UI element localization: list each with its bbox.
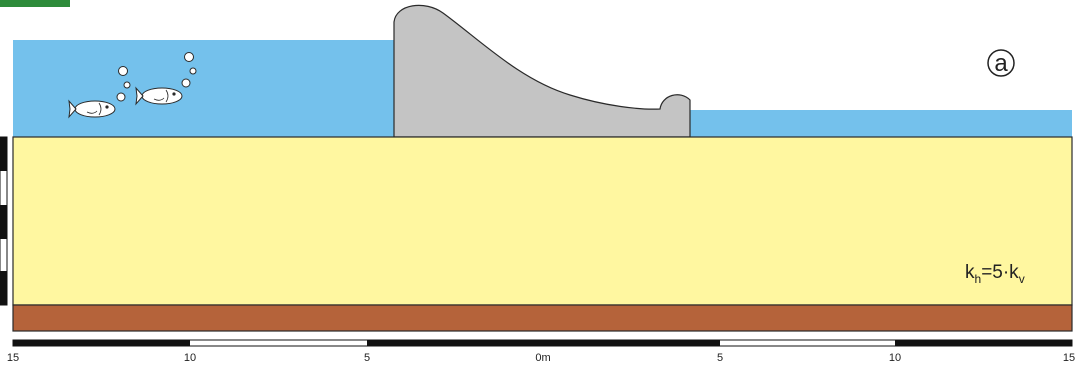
- horizontal-scale-bar: [12, 339, 1073, 347]
- bedrock-layer: [12, 304, 1073, 332]
- fish-icon: [135, 86, 183, 106]
- soil-layer: [12, 136, 1073, 306]
- scale-tick-labels: 15 10 5 0m 5 10 15: [7, 352, 1075, 364]
- svg-text:a: a: [994, 50, 1008, 77]
- air-bubble-icon: [116, 52, 197, 102]
- scale-tick-label: 15: [1063, 352, 1075, 364]
- scale-tick-label: 5: [364, 352, 370, 364]
- dam-body: [393, 4, 691, 138]
- downstream-water: [690, 110, 1072, 137]
- upstream-water: [13, 40, 395, 137]
- vertical-scale-bar: [0, 136, 8, 306]
- scale-tick-label: 10: [889, 352, 901, 364]
- scale-tick-label: 10: [184, 352, 196, 364]
- corner-badge: [0, 0, 70, 7]
- scale-tick-label: 5: [717, 352, 723, 364]
- panel-label: a: [987, 49, 1015, 77]
- scale-tick-label: 15: [7, 352, 19, 364]
- fish-icon: [68, 99, 116, 119]
- permeability-coefficient: kh=5·kv: [965, 262, 1025, 286]
- scale-tick-label: 0m: [535, 352, 550, 364]
